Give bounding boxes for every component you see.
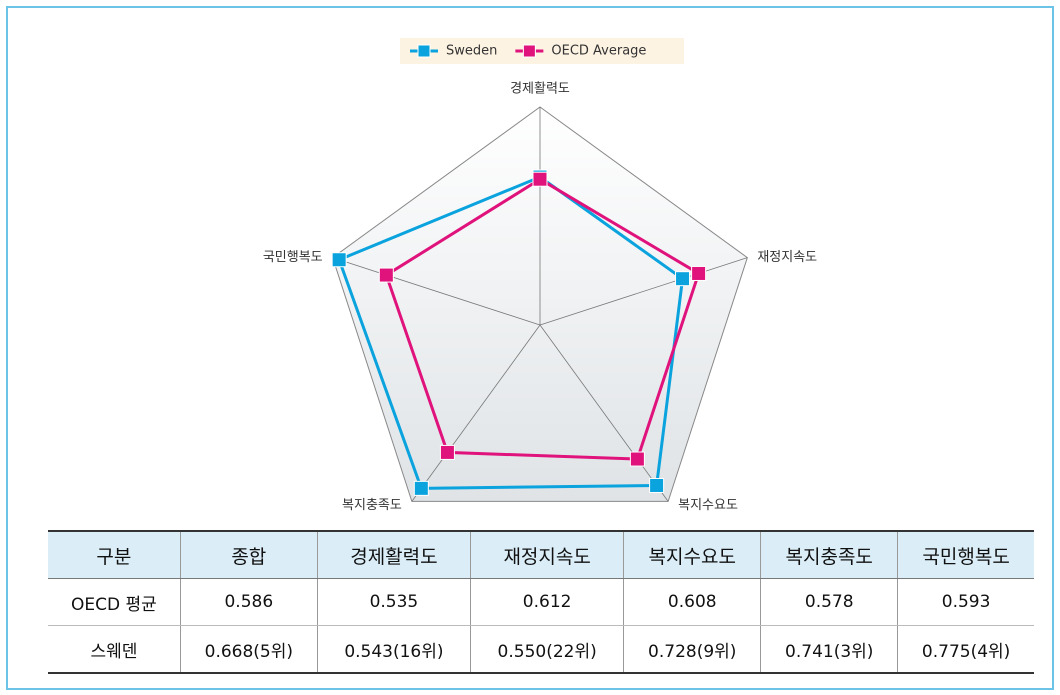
table-cell: 0.775(4위): [897, 625, 1034, 674]
series-line: [384, 177, 701, 461]
table-cell: 0.741(3위): [760, 625, 898, 674]
axis-label: 재정지속도: [757, 250, 817, 265]
table-cell: 재정지속도: [470, 530, 624, 579]
series-line: [337, 175, 685, 490]
table-cell: 0.586: [179, 578, 318, 626]
table-row: 스웨덴 0.668(5위) 0.543(16위) 0.550(22위) 0.728(9위…: [48, 625, 1034, 674]
table-cell: 0.550(22위): [470, 625, 624, 674]
table-cell: 국민행복도: [897, 530, 1034, 579]
point-marker: [378, 267, 394, 283]
axis-label: 경제활력도: [510, 82, 570, 97]
table-cell: OECD 평균: [48, 578, 181, 626]
point-marker: [629, 451, 645, 467]
table-cell: 0.578: [760, 578, 898, 626]
table-cell: 0.668(5위): [179, 625, 318, 674]
point-marker: [691, 265, 707, 281]
point-marker: [413, 480, 429, 496]
data-table: 구분 종합 경제활력도 재정지속도 복지수요도 복지충족도 국민행복도 OECD 평균 0.58…: [48, 530, 1034, 674]
table-cell: 종합: [179, 530, 318, 579]
table-cell: 복지수요도: [623, 530, 761, 579]
table-cell: 0.728(9위): [623, 625, 761, 674]
table-cell: 0.543(16위): [316, 625, 471, 674]
point-marker: [649, 477, 665, 493]
table-cell: 0.608: [623, 578, 761, 626]
axis-label: 복지충족도: [342, 498, 402, 513]
spoke: [539, 257, 748, 326]
table-cell: 경제활력도: [316, 530, 471, 579]
table-cell: 0.535: [316, 578, 471, 626]
spoke: [332, 257, 541, 326]
panel: 경제활력도 재정지속도 복지수요도 복지충족도 국민행복도 Sweden OECD Aver…: [6, 6, 1054, 690]
point-marker: [532, 171, 548, 187]
table-cell: 0.612: [470, 578, 624, 626]
point-marker: [675, 271, 691, 287]
table-cell: 복지충족도: [760, 530, 898, 579]
spoke: [539, 324, 669, 502]
spoke: [411, 324, 541, 502]
legend-marker: [417, 44, 431, 58]
table-cell: 0.593: [897, 578, 1034, 626]
point-marker: [331, 252, 347, 268]
legend-label: Sweden: [446, 44, 497, 59]
legend-label: OECD Average: [551, 44, 646, 59]
point-marker: [439, 444, 455, 460]
axis-label: 국민행복도: [263, 249, 323, 265]
table-cell: 스웨덴: [48, 625, 181, 674]
axis-label: 복지수요도: [678, 498, 738, 513]
table-row: OECD 평균 0.586 0.535 0.612 0.608 0.578 0.593: [48, 578, 1034, 626]
table-cell: 구분: [48, 530, 181, 579]
legend-marker: [522, 44, 536, 58]
